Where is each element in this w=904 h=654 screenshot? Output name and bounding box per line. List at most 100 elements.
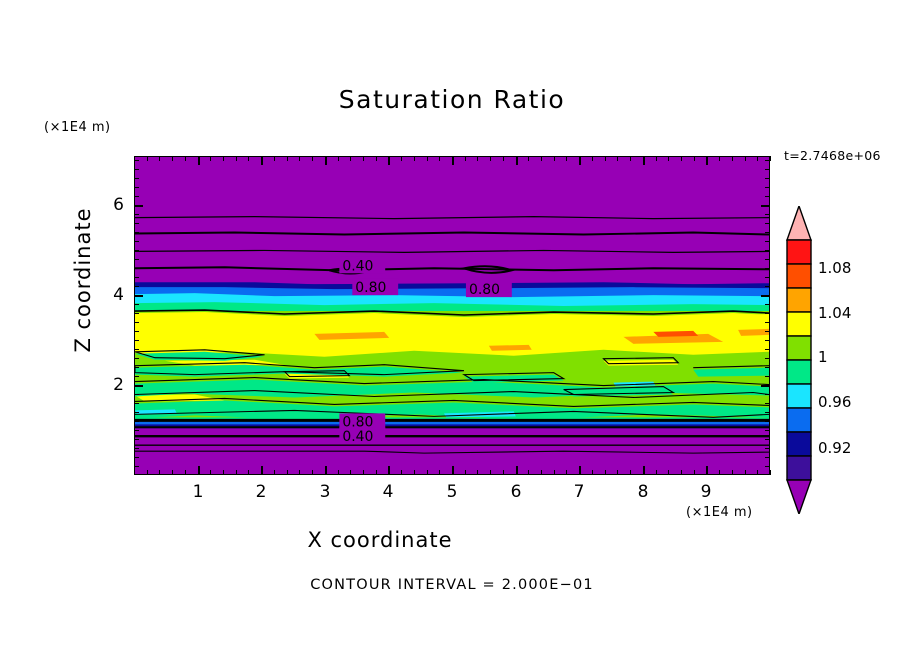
x-minor-tick [236,156,237,161]
x-minor-tick [656,470,657,475]
colorbar-band [786,335,812,361]
contour-label-0-80-upper-right: 0.80 [469,282,500,298]
x-minor-tick [465,156,466,161]
x-major-tick [643,156,645,165]
x-minor-tick [427,470,428,475]
x-major-tick [706,156,708,165]
colorbar-tick-label: 0.96 [818,393,852,411]
x-minor-tick [223,156,224,161]
x-tick-label: 6 [510,482,522,502]
x-major-tick [579,466,581,475]
contour-field: 0.40 0.80 0.80 0.80 0.40 [135,157,769,474]
y-minor-tick [765,421,770,422]
x-minor-tick [223,470,224,475]
x-minor-tick [630,156,631,161]
y-minor-tick [765,223,770,224]
x-major-tick [261,466,263,475]
y-minor-tick [765,457,770,458]
x-minor-tick [668,156,669,161]
y-minor-tick [134,169,139,170]
y-minor-tick [765,448,770,449]
y-minor-tick [134,250,139,251]
x-minor-tick [159,156,160,161]
contour-plot-canvas[interactable]: 0.40 0.80 0.80 0.80 0.40 [134,156,770,475]
x-minor-tick [770,470,771,475]
x-axis-units-label: (×1E4 m) [686,505,753,520]
y-minor-tick [134,160,139,161]
x-minor-tick [694,156,695,161]
x-minor-tick [439,156,440,161]
y-minor-tick [765,376,770,377]
x-major-tick [325,466,327,475]
y-minor-tick [134,214,139,215]
x-minor-tick [770,156,771,161]
x-major-tick [516,156,518,165]
x-minor-tick [427,156,428,161]
y-minor-tick [765,349,770,350]
y-minor-tick [765,277,770,278]
x-minor-tick [350,470,351,475]
x-minor-tick [210,470,211,475]
y-minor-tick [134,367,139,368]
y-minor-tick [765,232,770,233]
y-minor-tick [765,268,770,269]
contour-label-0-40-lower: 0.40 [342,429,373,445]
colorbar[interactable] [784,206,814,514]
y-minor-tick [765,403,770,404]
y-major-tick [134,205,143,207]
x-minor-tick [745,470,746,475]
x-major-tick [452,466,454,475]
x-tick-label: 8 [637,482,649,502]
y-minor-tick [765,304,770,305]
x-minor-tick [656,156,657,161]
x-minor-tick [617,470,618,475]
x-minor-tick [401,156,402,161]
y-minor-tick [134,232,139,233]
contour-plot-area: 0.40 0.80 0.80 0.80 0.40 [134,156,770,475]
x-minor-tick [338,470,339,475]
x-minor-tick [248,156,249,161]
y-minor-tick [134,448,139,449]
y-minor-tick [134,259,139,260]
y-minor-tick [134,349,139,350]
x-minor-tick [528,156,529,161]
x-tick-label: 5 [446,482,458,502]
y-minor-tick [134,394,139,395]
y-minor-tick [765,358,770,359]
x-major-tick [198,466,200,475]
y-minor-tick [765,169,770,170]
x-minor-tick [630,470,631,475]
x-minor-tick [299,470,300,475]
colorbar-band [786,407,812,433]
y-minor-tick [134,403,139,404]
y-minor-tick [765,439,770,440]
y-minor-tick [134,457,139,458]
x-minor-tick [338,156,339,161]
y-minor-tick [765,250,770,251]
x-major-tick [388,466,390,475]
y-minor-tick [134,421,139,422]
x-minor-tick [477,156,478,161]
y-minor-tick [765,160,770,161]
y-minor-tick [134,187,139,188]
x-minor-tick [592,470,593,475]
y-minor-tick [134,223,139,224]
colorbar-band [786,479,812,514]
x-minor-tick [401,470,402,475]
x-minor-tick [414,470,415,475]
x-minor-tick [745,156,746,161]
y-major-tick [761,205,770,207]
x-major-tick [579,156,581,165]
y-minor-tick [765,196,770,197]
x-minor-tick [694,470,695,475]
x-tick-label: 4 [382,482,394,502]
x-minor-tick [299,156,300,161]
x-minor-tick [541,470,542,475]
y-tick-label: 2 [113,375,124,395]
colorbar-band [786,455,812,481]
x-minor-tick [185,470,186,475]
x-tick-label: 1 [192,482,204,502]
y-minor-tick [134,304,139,305]
x-minor-tick [147,470,148,475]
y-minor-tick [765,367,770,368]
